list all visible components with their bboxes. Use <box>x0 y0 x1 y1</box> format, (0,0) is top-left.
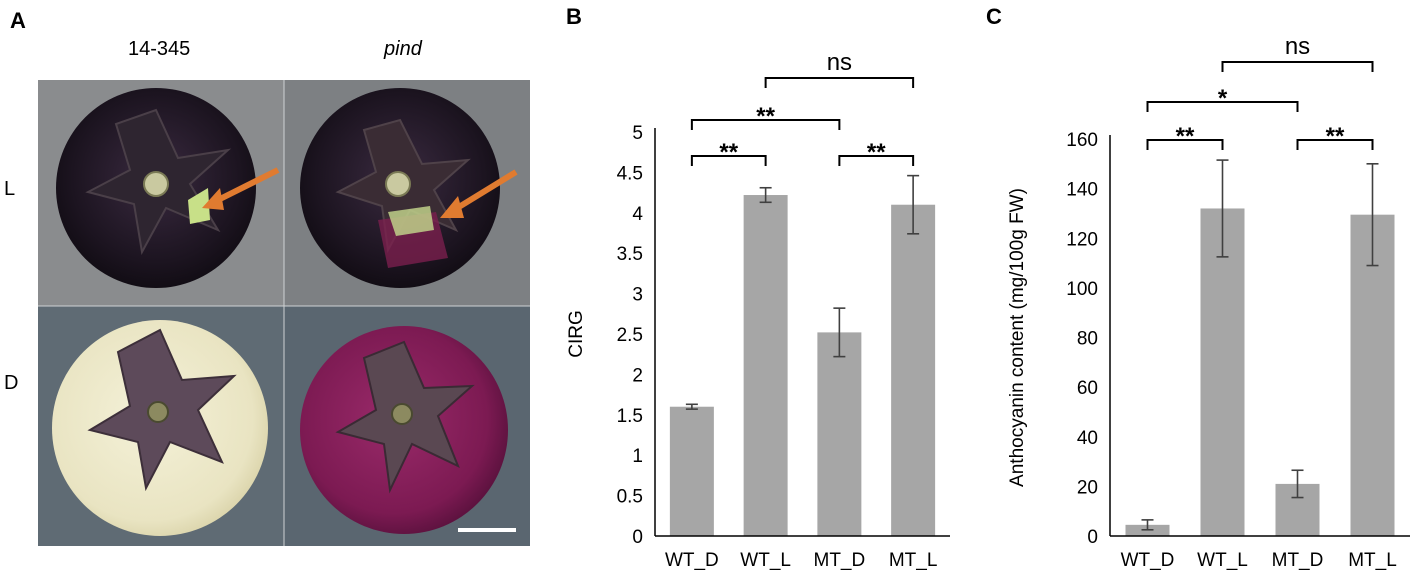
significance-label: ** <box>719 139 738 166</box>
x-tick-label: MT_L <box>1348 550 1397 571</box>
fruit-mutant-dark <box>300 326 508 534</box>
significance-label: ns <box>827 49 852 76</box>
x-tick-label: MT_D <box>814 550 866 571</box>
x-tick-label: WT_D <box>1121 550 1175 571</box>
y-tick-label: 0 <box>632 527 643 548</box>
error-bar <box>907 174 920 235</box>
y-tick-label: 2.5 <box>617 325 643 346</box>
photo-column-label-mutant: pind <box>384 38 422 60</box>
x-tick-label: WT_L <box>740 550 791 571</box>
error-bar <box>1141 519 1154 531</box>
y-tick-label: 4 <box>632 204 643 225</box>
panel-label-a: A <box>10 8 26 33</box>
y-tick-label: 0 <box>1087 527 1098 548</box>
x-tick-label: MT_D <box>1272 550 1324 571</box>
y-tick-label: 140 <box>1066 180 1098 201</box>
y-tick-label: 3.5 <box>617 244 643 265</box>
fruit-wildtype-light <box>56 88 256 288</box>
y-tick-label: 160 <box>1066 130 1098 151</box>
significance-bracket <box>690 119 841 130</box>
significance-bracket <box>1146 101 1299 112</box>
y-tick-label: 5 <box>632 123 643 144</box>
x-tick-label: MT_L <box>889 550 938 571</box>
y-tick-label: 20 <box>1077 477 1098 498</box>
chart-cirg: CIRG 0 0.5 1 1.5 2 2.5 3 3.5 4 4.5 5 WT_D WT_L MT_D MT_… <box>566 49 950 571</box>
significance-bracket <box>1146 139 1224 150</box>
arrow-icon-light-wildtype <box>202 167 280 210</box>
photo-row-label-light: L <box>4 178 16 200</box>
error-bar <box>759 186 772 204</box>
error-bar <box>1366 163 1379 267</box>
error-bar <box>1216 159 1229 258</box>
photo-row-label-dark: D <box>4 372 19 394</box>
y-axis-label: CIRG <box>566 310 587 358</box>
bar-mt-d <box>817 332 862 536</box>
significance-bracket <box>838 155 915 166</box>
significance-label: ** <box>1176 123 1195 150</box>
bar-wt-d <box>669 406 714 536</box>
y-tick-label: 0.5 <box>617 487 643 508</box>
significance-label: ** <box>867 139 886 166</box>
y-axis-label: Anthocyanin content (mg/100g FW) <box>1007 188 1028 487</box>
significance-label: ** <box>1326 123 1345 150</box>
y-tick-label: 100 <box>1066 279 1098 300</box>
bar-wt-l <box>1200 208 1245 536</box>
y-tick-label: 2 <box>632 365 643 386</box>
bar-wt-l <box>743 195 788 537</box>
y-tick-label: 1.5 <box>617 406 643 427</box>
significance-bracket <box>690 155 767 166</box>
bar-mt-l <box>891 204 936 536</box>
fruit-photo-grid <box>38 80 530 546</box>
y-tick-label: 4.5 <box>617 163 643 184</box>
y-tick-label: 40 <box>1077 428 1098 449</box>
chart-anthocyanin: Anthocyanin content (mg/100g FW) 0 20 40 60 8… <box>1007 33 1410 571</box>
y-tick-label: 1 <box>632 446 643 467</box>
significance-label: * <box>1218 85 1228 112</box>
significance-label: ns <box>1285 33 1310 60</box>
significance-bracket <box>1221 61 1374 72</box>
y-tick-label: 120 <box>1066 229 1098 250</box>
photo-column-label-wildtype: 14-345 <box>128 38 191 60</box>
error-bar <box>833 307 846 358</box>
significance-bracket <box>764 77 915 88</box>
error-bar <box>685 403 698 410</box>
y-tick-label: 60 <box>1077 378 1098 399</box>
significance-bracket <box>1296 139 1374 150</box>
panel-label-b: B <box>566 4 582 29</box>
arrow-icon-light-mutant <box>440 169 518 218</box>
fruit-mutant-light <box>300 88 500 288</box>
x-tick-label: WT_D <box>665 550 719 571</box>
significance-label: ** <box>756 103 775 130</box>
panel-label-c: C <box>986 4 1002 29</box>
error-bar <box>1291 469 1304 499</box>
fruit-wildtype-dark <box>52 320 268 536</box>
y-tick-label: 3 <box>632 285 643 306</box>
x-tick-label: WT_L <box>1197 550 1248 571</box>
bar-mt-l <box>1350 214 1395 536</box>
y-tick-label: 80 <box>1077 329 1098 350</box>
